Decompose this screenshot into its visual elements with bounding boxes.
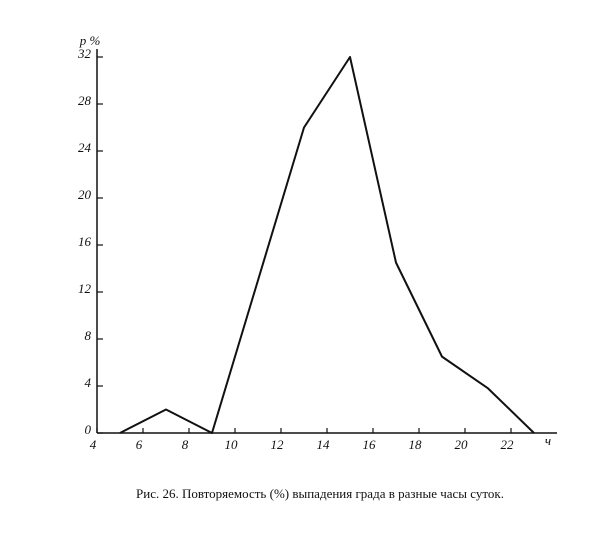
x-tick-label: 12 [271, 437, 285, 452]
x-tick-label: 16 [363, 437, 377, 452]
y-tick-label: 8 [85, 328, 92, 343]
x-tick-label: 8 [182, 437, 189, 452]
x-tick-label: 4 [90, 437, 97, 452]
x-tick-label: 18 [409, 437, 423, 452]
data-line [119, 56, 535, 434]
y-tick-label: 32 [77, 46, 92, 61]
x-tick-label: 14 [317, 437, 331, 452]
x-axis-label: ч [545, 433, 551, 448]
caption: Рис. 26. Повторяемость (%) выпадения гра… [136, 486, 504, 501]
y-tick-label: 24 [78, 140, 92, 155]
y-axis-label: p % [79, 33, 101, 48]
x-tick-label: 22 [501, 437, 515, 452]
y-tick-label: 4 [85, 375, 92, 390]
x-tick-label: 6 [136, 437, 143, 452]
y-tick-label: 0 [85, 422, 92, 437]
y-tick-label: 12 [78, 281, 92, 296]
y-tick-label: 28 [78, 93, 92, 108]
x-tick-label: 10 [225, 437, 239, 452]
y-tick-label: 16 [78, 234, 92, 249]
y-tick-label: 20 [78, 187, 92, 202]
x-tick-label: 20 [455, 437, 469, 452]
